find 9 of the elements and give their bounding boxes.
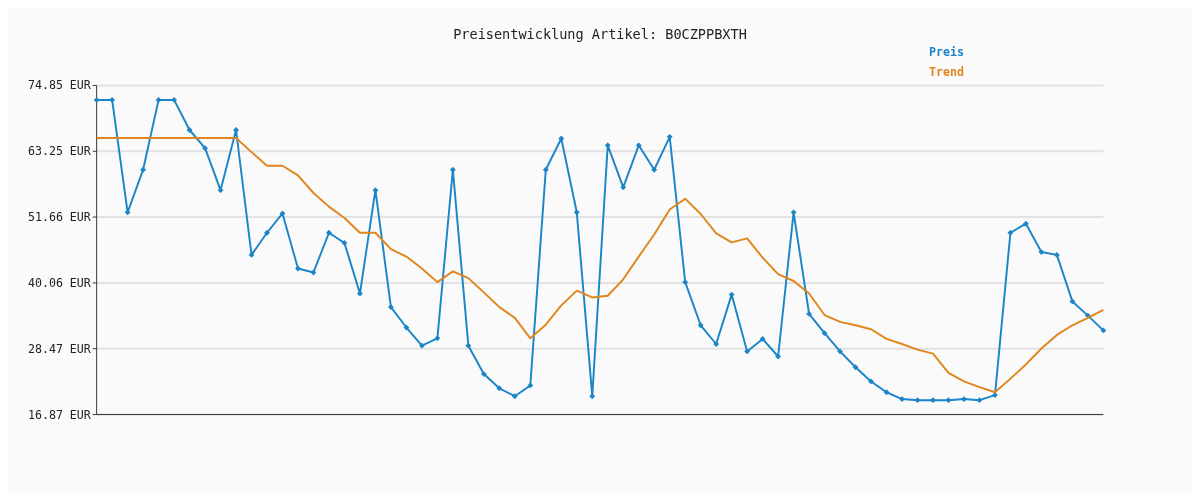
- y-tick-label: 40.06 EUR: [27, 275, 91, 290]
- y-tick-label: 16.87 EUR: [27, 407, 91, 422]
- y-tick-label: 74.85 EUR: [27, 78, 91, 93]
- y-tick-label: 63.25 EUR: [27, 144, 91, 159]
- text: Preis: [929, 45, 965, 60]
- chart-title: Preisentwicklung Artikel: B0CZPPBXTH: [453, 25, 747, 42]
- y-tick-label: 51.66 EUR: [27, 210, 91, 225]
- text: Trend: [929, 64, 965, 79]
- y-tick-label: 28.47 EUR: [27, 341, 91, 356]
